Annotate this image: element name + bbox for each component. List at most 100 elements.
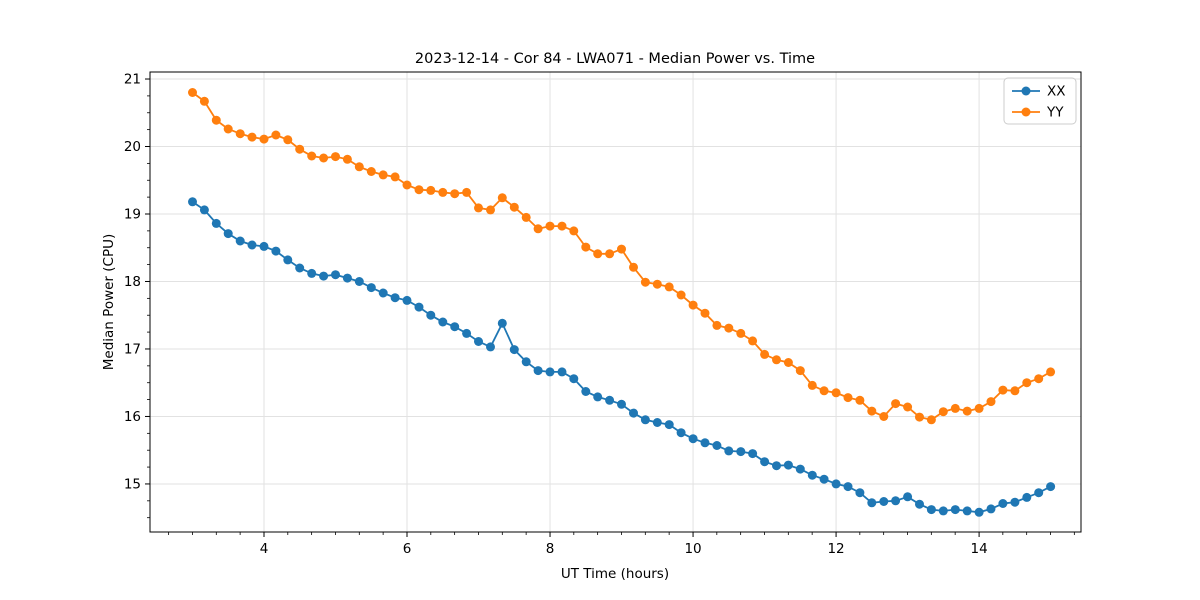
series-yy-marker	[926, 415, 936, 425]
series-xx-marker	[986, 504, 996, 514]
series-yy-marker	[366, 167, 376, 176]
legend-item-xx: XX	[1012, 84, 1066, 100]
series-yy-marker	[1034, 374, 1044, 384]
series-xx-marker	[557, 367, 567, 377]
series-yy-marker	[879, 412, 889, 421]
series-yy-marker	[235, 129, 245, 139]
series-yy-marker	[867, 406, 877, 416]
series-xx-marker	[438, 317, 448, 327]
series-yy-marker	[605, 249, 615, 259]
series-yy-marker	[1046, 367, 1056, 377]
series-yy-marker	[378, 170, 388, 180]
series-yy-marker	[819, 386, 829, 396]
series-yy-marker	[188, 88, 197, 97]
series-xx-marker	[974, 507, 984, 517]
series-yy-marker	[688, 300, 698, 310]
series-xx-marker	[998, 499, 1008, 508]
series-yy-marker	[581, 242, 591, 252]
series-yy-marker	[438, 187, 448, 197]
series-yy-marker	[593, 249, 603, 259]
chart-title: 2023-12-14 - Cor 84 - LWA071 - Median Po…	[415, 51, 815, 67]
series-yy-marker	[795, 366, 805, 376]
series-yy-marker	[652, 279, 662, 289]
grid-lines	[150, 72, 1081, 532]
series-yy-marker	[986, 397, 996, 407]
series-xx-marker	[354, 277, 364, 286]
series-xx-marker	[736, 447, 746, 457]
series-xx-marker	[271, 246, 281, 256]
series-xx-marker	[915, 499, 924, 509]
series-yy-marker	[831, 388, 841, 398]
series-yy-marker	[247, 132, 257, 142]
series-yy-marker	[283, 135, 293, 145]
series-xx-marker	[223, 229, 233, 239]
series-yy-marker	[712, 320, 722, 330]
series-xx-marker	[378, 288, 388, 298]
series-yy-line	[191, 91, 1052, 421]
series-xx-marker	[593, 392, 603, 402]
series-yy-marker	[474, 203, 483, 213]
series-xx-marker	[712, 441, 722, 450]
series-yy-marker	[783, 358, 793, 367]
series-xx-marker	[831, 479, 841, 489]
x-tick-label: 10	[684, 541, 701, 557]
x-tick-label: 8	[546, 541, 555, 557]
series-xx	[188, 197, 1056, 517]
series-yy-marker	[462, 187, 472, 197]
series-xx-marker	[1010, 497, 1020, 507]
y-tick-label: 15	[124, 476, 141, 492]
x-tick-label: 12	[827, 541, 844, 557]
series-yy-marker	[295, 144, 305, 154]
series-yy-marker	[736, 328, 746, 338]
series-yy-marker	[843, 393, 853, 403]
series-xx-marker	[521, 357, 531, 367]
series-yy-marker	[450, 189, 460, 199]
series-xx-marker	[605, 395, 615, 405]
series-yy-marker	[307, 151, 317, 161]
series-xx-marker	[700, 438, 710, 448]
series-yy-marker	[629, 262, 638, 272]
series-yy-marker	[557, 221, 567, 231]
series-yy-marker	[700, 308, 710, 318]
series-yy	[188, 88, 1056, 425]
series-xx-marker	[188, 197, 197, 207]
series-yy-marker	[760, 349, 770, 359]
series-xx-marker	[402, 295, 412, 305]
series-yy-marker	[772, 355, 781, 365]
series-yy-marker	[223, 124, 233, 134]
series-xx-marker	[938, 506, 948, 516]
series-xx-marker	[307, 268, 317, 278]
axis-ticks: 4 6 8 10 12 14 15 16 17 18 19 20 21	[124, 72, 1075, 557]
series-xx-marker	[950, 505, 960, 515]
series-xx-marker	[855, 488, 865, 498]
series-xx-marker	[652, 418, 662, 427]
legend-marker-sample	[1021, 107, 1031, 117]
series-xx-marker	[259, 241, 269, 251]
series-yy-marker	[354, 162, 364, 172]
series-xx-marker	[342, 273, 352, 283]
series-xx-marker	[891, 496, 901, 506]
series-xx-marker	[795, 464, 805, 474]
series-yy-marker	[319, 153, 329, 163]
series-yy-marker	[259, 134, 269, 144]
legend: XX YY	[1003, 77, 1077, 125]
series-yy-marker	[640, 277, 650, 287]
legend-marker-sample	[1021, 86, 1031, 96]
series-yy-marker	[509, 202, 519, 212]
y-tick-label: 16	[124, 409, 141, 425]
series-yy-marker	[486, 205, 495, 215]
series-yy-marker	[402, 180, 412, 190]
series-xx-marker	[843, 482, 853, 492]
series-xx-marker	[1046, 482, 1056, 492]
series-xx-marker	[760, 457, 770, 467]
axes-frame	[149, 71, 1082, 533]
y-tick-label: 17	[124, 341, 141, 357]
series-xx-marker	[962, 506, 972, 516]
series-xx-marker	[486, 342, 495, 352]
series-xx-marker	[676, 428, 686, 438]
series-yy-marker	[676, 290, 686, 300]
legend-item-yy: YY	[1012, 105, 1064, 121]
series-xx-marker	[724, 446, 734, 456]
series-xx-marker	[450, 322, 460, 332]
y-tick-label: 21	[124, 72, 141, 88]
